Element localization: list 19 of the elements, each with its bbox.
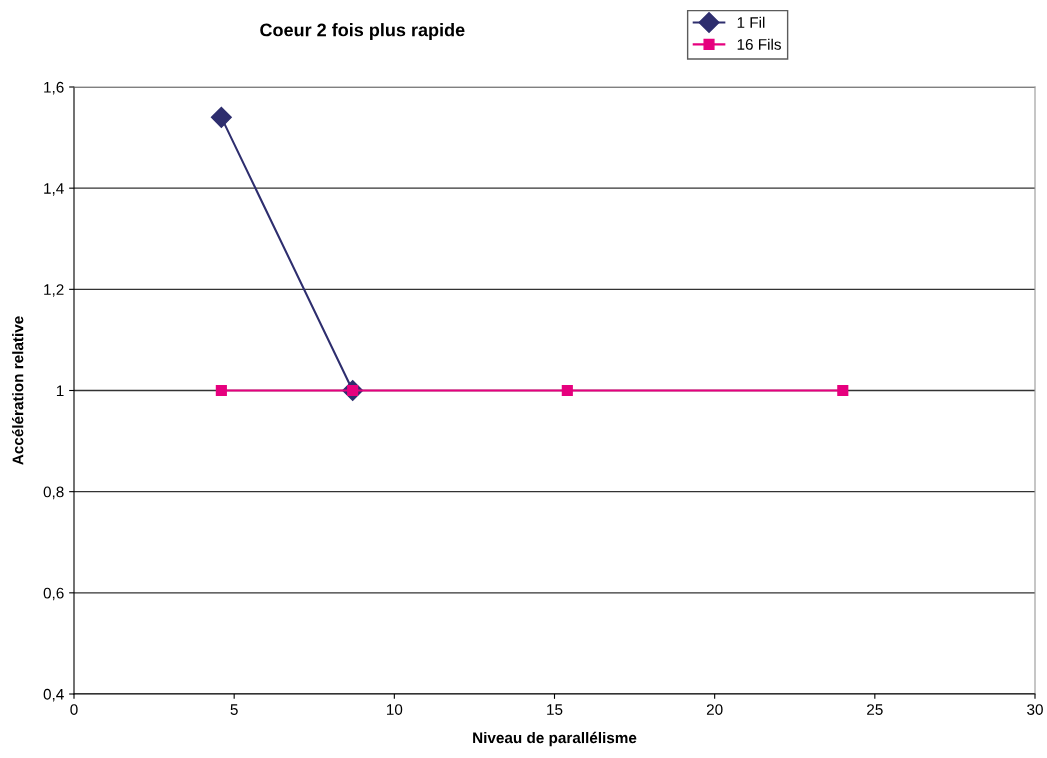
y-tick-label: 1,2 — [44, 284, 64, 297]
x-tick-label: 10 — [387, 704, 403, 715]
x-tick-label: 5 — [230, 704, 238, 715]
y-tick-label: 0,4 — [43, 688, 64, 702]
chart-title: Coeur 2 fois plus rapide — [260, 23, 465, 40]
y-tick-label: 1 — [56, 385, 64, 397]
y-tick-label: 1,6 — [44, 81, 64, 95]
y-axis-title: Accélération relative — [12, 316, 24, 465]
y-tick-label: 0,8 — [43, 486, 64, 500]
y-tick-label: 0,6 — [43, 587, 64, 601]
x-tick-label: 25 — [867, 704, 883, 715]
x-tick-label: 20 — [706, 704, 723, 715]
x-tick-label: 30 — [1027, 704, 1043, 715]
x-axis-title: Niveau de parallélisme — [473, 731, 637, 747]
legend-label: 16 Fils — [737, 38, 781, 50]
x-tick-label: 0 — [70, 704, 78, 715]
x-tick-label: 15 — [547, 704, 563, 715]
legend-label: 1 Fil — [737, 16, 765, 28]
y-tick-label: 1,4 — [44, 183, 64, 196]
